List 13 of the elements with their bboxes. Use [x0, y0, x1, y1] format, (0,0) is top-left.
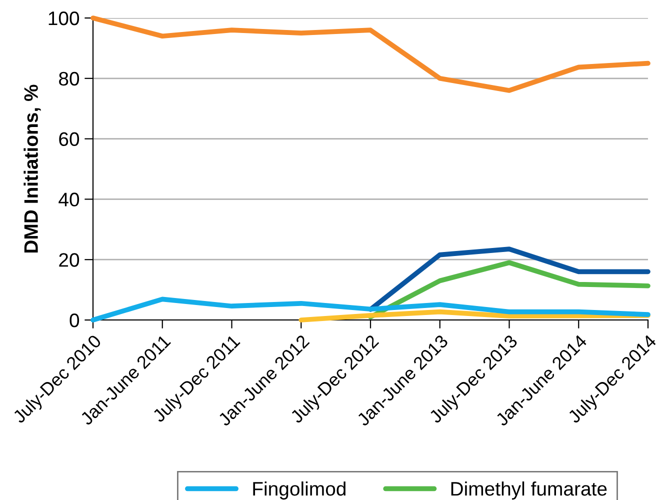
y-tick-label: 40 — [58, 192, 80, 206]
legend-label: Fingolimod — [253, 481, 346, 500]
y-tick-label: 20 — [59, 253, 80, 267]
line-series — [90, 16, 650, 93]
line-series — [368, 260, 650, 320]
y-axis-title: DMD Initiations, % — [24, 84, 41, 252]
y-tick-label: 0 — [70, 313, 80, 328]
line-series — [368, 246, 650, 312]
y-tick-label: 60 — [59, 132, 80, 146]
y-tick-label: 80 — [59, 72, 80, 86]
line-series — [298, 309, 650, 322]
y-tick-label: 100 — [48, 11, 80, 26]
legend-label: Dimethyl fumarate — [451, 481, 607, 500]
